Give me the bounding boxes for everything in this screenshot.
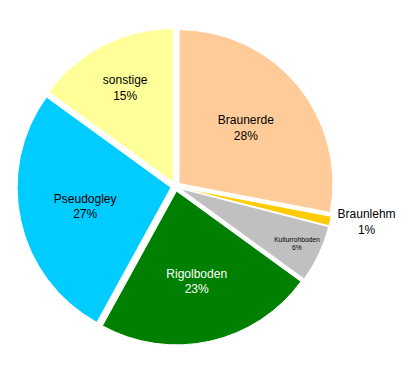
svg-text:Kulturrohboden6%: Kulturrohboden6% [274,236,320,252]
svg-text:sonstige15%: sonstige15% [103,73,148,103]
svg-text:Braunerde28%: Braunerde28% [218,113,274,143]
svg-text:Braunlehm1%: Braunlehm1% [338,207,396,237]
svg-text:Rigolboden23%: Rigolboden23% [166,267,227,297]
svg-text:Pseudogley27%: Pseudogley27% [54,192,117,222]
